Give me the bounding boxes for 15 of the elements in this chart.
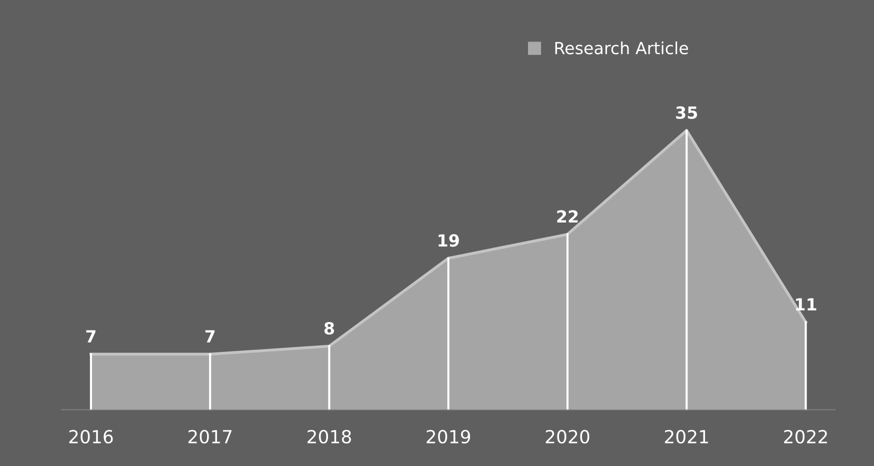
legend-label: Research Article <box>555 41 688 54</box>
x-tick-label: 2016 <box>69 430 113 444</box>
x-tick-label: 2017 <box>188 430 232 444</box>
data-label: 7 <box>205 330 215 342</box>
x-tick-label: 2020 <box>546 430 590 444</box>
data-label: 8 <box>324 322 334 335</box>
x-tick-label: 2022 <box>784 430 827 444</box>
data-label: 22 <box>557 210 578 223</box>
x-tick-label: 2018 <box>308 430 351 444</box>
data-label: 7 <box>86 330 96 342</box>
x-tick-label: 2021 <box>664 430 708 444</box>
data-label: 19 <box>438 234 459 247</box>
x-tick-label: 2019 <box>426 430 470 444</box>
data-label: 35 <box>676 106 698 119</box>
data-label: 11 <box>796 298 816 310</box>
